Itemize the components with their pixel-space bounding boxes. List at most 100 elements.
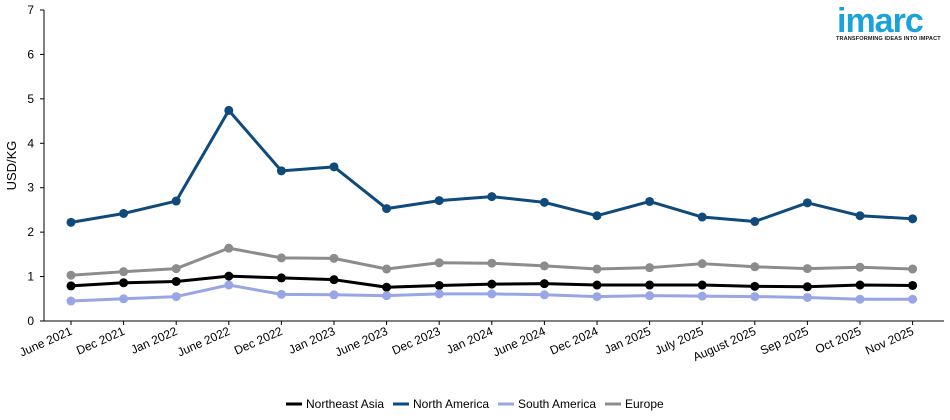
data-point (908, 294, 918, 304)
data-point (224, 105, 234, 115)
data-point (697, 291, 707, 301)
legend-item: North America (393, 397, 489, 411)
x-tick-label: Dec 2021 (74, 324, 127, 358)
x-tick-label: Jan 2022 (129, 324, 180, 357)
y-tick-label: 2 (27, 225, 34, 239)
data-point (171, 292, 181, 302)
chart-legend: Northeast Asia North America South America… (286, 397, 664, 411)
x-tick-label: Dec 2023 (390, 324, 443, 358)
x-tick-label: June 2023 (333, 324, 390, 360)
x-tick-label: Dec 2024 (548, 324, 601, 358)
legend-label: Northeast Asia (306, 397, 384, 411)
data-point (592, 292, 602, 302)
data-point (539, 279, 549, 289)
data-point (434, 196, 444, 206)
data-point (276, 253, 286, 263)
data-point (539, 261, 549, 271)
data-point (434, 258, 444, 268)
series-south-america (66, 280, 918, 306)
logo-wordmark: imarc (837, 2, 924, 40)
x-tick-label: Nov 2025 (863, 324, 916, 358)
x-tick-label: June 2021 (17, 324, 74, 360)
data-point (592, 211, 602, 221)
data-point (802, 198, 812, 208)
data-point (750, 292, 760, 302)
data-point (119, 208, 129, 218)
data-point (855, 262, 865, 272)
data-point (119, 294, 129, 304)
series-northeast-asia (66, 271, 918, 292)
data-point (66, 281, 76, 291)
legend-item: Northeast Asia (286, 397, 384, 411)
y-tick-label: 4 (27, 136, 34, 150)
y-tick-label: 3 (27, 181, 34, 195)
data-point (539, 290, 549, 300)
data-point (119, 267, 129, 277)
x-tick-label: June 2024 (491, 324, 548, 360)
data-point (487, 279, 497, 289)
x-tick-label: Oct 2025 (813, 324, 863, 357)
legend-item: Europe (605, 397, 664, 411)
x-tick-label: Jan 2023 (286, 324, 337, 357)
data-point (697, 212, 707, 222)
data-point (697, 259, 707, 269)
data-point (750, 281, 760, 291)
imarc-logo: imarc TRANSFORMING IDEAS INTO IMPACT (834, 4, 944, 48)
series-north-america (66, 105, 918, 227)
data-point (119, 278, 129, 288)
y-tick-label: 7 (27, 3, 34, 17)
series-europe (66, 243, 918, 280)
data-point (66, 296, 76, 306)
data-point (434, 289, 444, 299)
data-point (382, 291, 392, 301)
data-point (382, 204, 392, 214)
data-point (382, 264, 392, 274)
x-tick-label: June 2022 (175, 324, 232, 360)
data-point (66, 217, 76, 227)
data-point (224, 271, 234, 281)
legend-label: North America (413, 397, 489, 411)
data-point (276, 289, 286, 299)
x-tick-label: Sep 2025 (758, 324, 811, 358)
data-point (908, 264, 918, 274)
data-point (645, 196, 655, 206)
data-point (802, 264, 812, 274)
data-point (592, 264, 602, 274)
data-point (329, 253, 339, 263)
data-point (645, 263, 655, 273)
data-point (750, 262, 760, 272)
x-tick-label: Dec 2022 (232, 324, 285, 358)
x-tick-label: Jan 2025 (602, 324, 653, 357)
data-point (855, 294, 865, 304)
data-point (434, 280, 444, 290)
legend-label: Europe (625, 397, 664, 411)
data-point (487, 192, 497, 202)
data-point (539, 197, 549, 207)
data-point (276, 273, 286, 283)
series-line (70, 108, 913, 224)
data-point (855, 280, 865, 290)
legend-label: South America (518, 397, 596, 411)
x-tick-label: Jan 2024 (444, 324, 495, 357)
data-point (855, 211, 865, 221)
y-tick-label: 6 (27, 47, 34, 61)
data-point (802, 292, 812, 302)
data-point (908, 214, 918, 224)
data-point (329, 275, 339, 285)
y-tick-label: 0 (27, 314, 34, 328)
data-point (171, 264, 181, 274)
data-point (224, 243, 234, 253)
data-point (487, 289, 497, 299)
data-point (487, 258, 497, 268)
y-axis-title: USD/KG (4, 141, 19, 191)
data-point (276, 166, 286, 176)
data-point (697, 280, 707, 290)
data-point (66, 270, 76, 280)
data-point (592, 280, 602, 290)
data-point (645, 291, 655, 301)
data-point (224, 280, 234, 290)
legend-item: South America (498, 397, 596, 411)
data-point (171, 196, 181, 206)
